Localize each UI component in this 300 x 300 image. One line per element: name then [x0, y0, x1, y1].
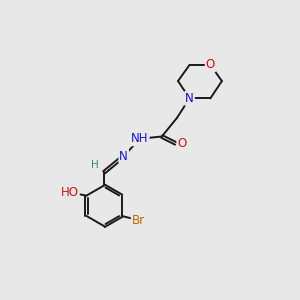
Text: NH: NH: [131, 132, 148, 145]
Text: H: H: [91, 160, 98, 170]
Text: N: N: [119, 150, 128, 163]
Text: Br: Br: [132, 214, 145, 226]
Text: N: N: [185, 92, 194, 105]
Text: O: O: [206, 58, 215, 71]
Text: O: O: [177, 137, 187, 150]
Text: HO: HO: [61, 186, 79, 199]
